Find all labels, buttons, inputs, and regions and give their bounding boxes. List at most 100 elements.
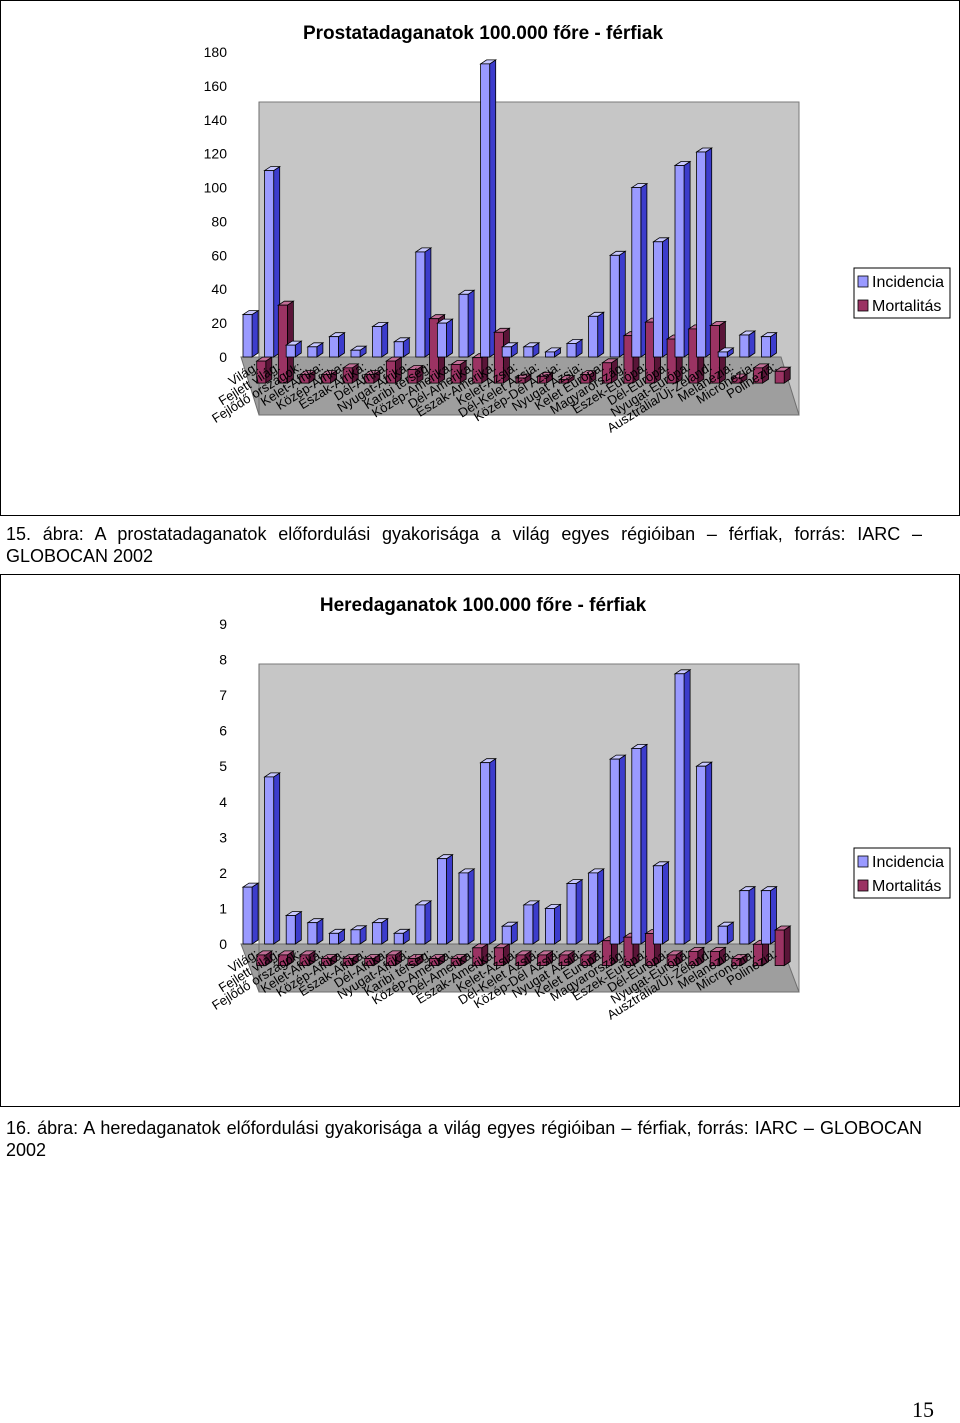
chart2-incidence-bar-front — [372, 922, 383, 945]
testicular-chart-frame: 0 1 2 3 4 5 6 7 8 9 Heredaganatok 100.000 főre - f… — [0, 574, 960, 1107]
chart1-incidence-bar — [608, 250, 627, 358]
chart1-y-tick-label: 20 — [211, 315, 227, 331]
chart1-incidence-bar-side — [381, 321, 389, 358]
chart2-incidence-bar — [587, 868, 606, 945]
chart1-legend: Incidencia Mortalitás — [853, 267, 951, 319]
chart2-incidence-bar — [544, 903, 562, 945]
chart1-mortality-bar — [600, 358, 619, 384]
chart2-incidence-bar-front — [307, 922, 318, 945]
chart2-y-tick-label: 8 — [219, 652, 227, 668]
chart2-mortality-bar-front — [666, 954, 677, 966]
chart1-y-tick-label: 140 — [204, 112, 228, 128]
chart2-mortality-bar-front — [321, 958, 331, 967]
chart2-incidence-bar — [414, 900, 433, 945]
page-number: 15 — [912, 1397, 934, 1422]
chart2-incidence-bar — [392, 928, 411, 945]
chart1-mortality-bar-front — [666, 338, 677, 384]
chart1-mortality-bar-front — [493, 331, 504, 384]
chart2-incidence-bar — [522, 900, 541, 945]
chart1-incidence-bar-front — [264, 170, 275, 358]
chart2-y-tick-label: 4 — [219, 794, 227, 810]
chart2-mortality-bar-front — [493, 947, 504, 967]
chart2-mortality-bar — [665, 950, 684, 967]
chart2-mortality-bar — [557, 950, 576, 967]
chart1-y-tick-label: 100 — [204, 180, 228, 196]
chart1-legend-box — [853, 267, 951, 319]
chart2-mortality-bar-front — [429, 958, 439, 967]
chart1-mortality-bar-front — [753, 367, 763, 384]
chart1-title: Prostatadaganatok 100.000 főre - férfiak — [303, 23, 664, 44]
chart2-mortality-bar — [514, 950, 533, 967]
chart2-incidence-bar-front — [609, 758, 620, 945]
chart1-incidence-bar-front — [523, 346, 534, 358]
chart1-mortality-bar-front — [774, 370, 785, 384]
chart1-mortality-bar-front — [321, 374, 331, 384]
chart1-mortality-bar — [773, 366, 792, 384]
chart2-incidence-bar-front — [696, 765, 707, 945]
chart1-incidence-bar-front — [717, 351, 728, 358]
chart1-incidence-bar-front — [436, 322, 447, 358]
chart1-mortality-bar-front — [623, 335, 634, 384]
chart2-mortality-bar — [492, 943, 511, 967]
chart1-incidence-bar-side — [446, 318, 453, 358]
chart2-incidence-bar — [306, 917, 325, 945]
chart1-legend-label: Mortalitás — [872, 298, 941, 315]
chart1-mortality-bar — [536, 371, 554, 384]
chart2-mortality-bar-front — [537, 954, 547, 966]
chart2-y-tick-label: 2 — [219, 865, 227, 881]
chart2-legend-label: Mortalitás — [872, 878, 941, 895]
chart1-incidence-bar-front — [739, 334, 750, 358]
chart1-incidence-bar-front — [588, 315, 599, 358]
chart2-incidence-bar — [738, 885, 757, 945]
chart1-y-tick-label: 180 — [204, 44, 228, 60]
chart1-mortality-bar-front — [364, 374, 375, 384]
chart2-mortality-bar — [384, 950, 403, 967]
chart2-incidence-bar-side — [640, 743, 648, 945]
chart2-mortality-bar-front — [472, 947, 483, 967]
chart1-mortality-bar — [320, 369, 338, 384]
chart1-incidence-bar — [630, 182, 649, 358]
chart2-mortality-bar — [320, 953, 338, 967]
chart1-incidence-bar-side — [748, 330, 756, 358]
chart1-incidence-bar — [522, 342, 541, 358]
chart2-incidence-bar-front — [501, 925, 512, 945]
chart1-incidence-bar-side — [597, 311, 605, 358]
chart1-incidence-bar — [760, 331, 778, 358]
chart2-mortality-bar-front — [580, 954, 591, 966]
chart1-incidence-bar-front — [458, 293, 469, 358]
chart1-mortality-bar — [730, 373, 749, 384]
chart1-mortality-bar — [449, 359, 468, 384]
chart2-incidence-bar-side — [273, 772, 281, 945]
chart2-incidence-bar-side — [662, 861, 669, 945]
chart1-legend-swatch — [857, 275, 869, 288]
chart1-incidence-bar-front — [566, 343, 577, 358]
chart2-mortality-bar-side — [783, 925, 791, 967]
chart1-incidence-bar — [328, 331, 346, 358]
chart2-mortality-bar — [255, 950, 274, 967]
chart1-incidence-bar — [392, 337, 411, 358]
chart2-mortality-bar — [428, 953, 446, 967]
chart2-mortality-bar — [341, 953, 360, 967]
chart2-mortality-bar — [406, 953, 425, 967]
chart2-mortality-bar — [298, 950, 317, 967]
chart1-mortality-bar-front — [407, 369, 418, 384]
chart2-incidence-bar — [371, 917, 390, 945]
chart2-y-tick-label: 7 — [219, 687, 227, 703]
chart2-y-tick-label: 9 — [219, 616, 227, 632]
chart2-incidence-bar-side — [597, 868, 605, 945]
chart1-mortality-bar-front — [256, 360, 267, 384]
chart2-incidence-bar — [479, 757, 498, 945]
chart2-mortality-bar — [449, 953, 468, 967]
chart2-incidence-bar-side — [424, 900, 432, 945]
chart1-incidence-bar-front — [480, 63, 491, 358]
chart2-legend-box — [853, 847, 951, 899]
chart2-incidence-bar — [608, 754, 627, 945]
chart1-incidence-bar-front — [372, 326, 383, 358]
chart2-incidence-bar-front — [761, 890, 771, 945]
chart1-incidence-bar-front — [653, 241, 663, 358]
chart1-mortality-bar-front — [731, 377, 742, 384]
chart2-incidence-bar-front — [674, 673, 685, 945]
chart2-incidence-bar-front — [566, 883, 577, 945]
chart2-y-tick-label: 6 — [219, 723, 227, 739]
chart1-incidence-bar-side — [467, 289, 475, 358]
